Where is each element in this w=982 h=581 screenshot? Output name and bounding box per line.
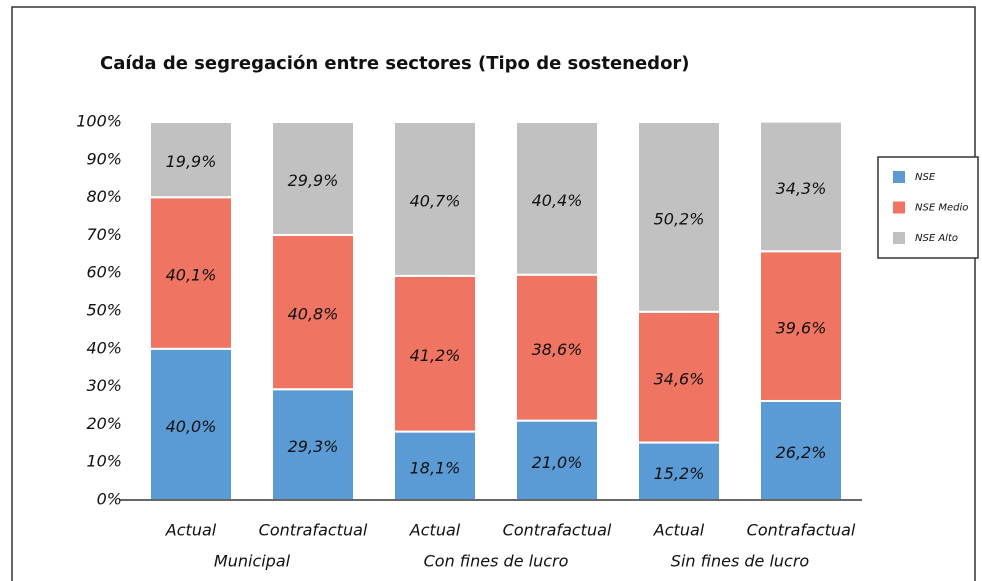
data-label: 19,9%	[166, 152, 217, 171]
x-tick-label: Contrafactual	[503, 521, 612, 540]
x-tick-label: Contrafactual	[747, 521, 856, 540]
data-label: 39,6%	[776, 319, 827, 338]
y-tick-label: 100%	[76, 112, 122, 131]
bar-segment	[149, 121, 233, 199]
bar-segment	[759, 120, 843, 253]
bar-segment	[271, 121, 355, 237]
legend-label: NSE	[915, 172, 936, 183]
legend-label: NSE Alto	[915, 233, 958, 244]
data-label: 15,2%	[654, 464, 705, 483]
x-tick-label: Actual	[409, 521, 461, 540]
data-label: 26,2%	[776, 443, 827, 462]
bar-segment	[393, 121, 477, 277]
bar-segment	[393, 274, 477, 433]
chart-title: Caída de segregación entre sectores (Tip…	[100, 53, 690, 74]
bar-segment	[393, 430, 477, 501]
y-tick-label: 70%	[86, 225, 122, 244]
data-label: 40,4%	[532, 191, 583, 210]
data-label: 41,2%	[410, 346, 461, 365]
group-label: Con fines de lucro	[424, 552, 569, 571]
bar-segment	[271, 234, 355, 391]
data-label: 50,2%	[654, 209, 705, 228]
y-tick-label: 30%	[86, 376, 122, 395]
frame	[11, 6, 976, 581]
bar-segment	[515, 273, 599, 422]
legend-label: NSE Medio	[915, 203, 968, 214]
group-label: Sin fines de lucro	[671, 552, 810, 571]
data-label: 34,6%	[654, 370, 705, 389]
data-label: 29,9%	[288, 171, 339, 190]
bar-segment	[759, 250, 843, 402]
bar-segment	[149, 347, 233, 501]
x-tick-label: Contrafactual	[259, 521, 368, 540]
bar-segment	[271, 388, 355, 501]
data-label: 29,3%	[288, 437, 339, 456]
y-tick-label: 10%	[86, 452, 122, 471]
data-label: 34,3%	[776, 179, 827, 198]
bar-segment	[515, 121, 599, 276]
y-tick-label: 20%	[86, 414, 122, 433]
data-label: 18,1%	[410, 458, 461, 477]
data-label: 38,6%	[532, 340, 583, 359]
data-label: 40,0%	[166, 417, 217, 436]
bar-segment	[637, 121, 721, 313]
data-label: 40,1%	[166, 266, 217, 285]
bar-segment	[637, 310, 721, 444]
legend-swatch	[893, 201, 905, 214]
data-label: 40,8%	[288, 305, 339, 324]
y-tick-label: 0%	[97, 490, 122, 509]
group-label: Municipal	[214, 552, 291, 571]
data-label: 21,0%	[532, 453, 583, 472]
legend-swatch	[893, 232, 905, 244]
y-tick-label: 90%	[86, 149, 122, 168]
legend-swatch	[893, 171, 905, 183]
y-tick-label: 50%	[86, 301, 122, 320]
bar-segment	[515, 419, 599, 501]
y-tick-label: 80%	[86, 187, 122, 206]
y-tick-label: 40%	[86, 338, 122, 357]
data-label: 40,7%	[410, 191, 461, 210]
x-tick-label: Actual	[653, 521, 705, 540]
y-tick-label: 60%	[86, 263, 122, 282]
x-tick-label: Actual	[165, 521, 217, 540]
